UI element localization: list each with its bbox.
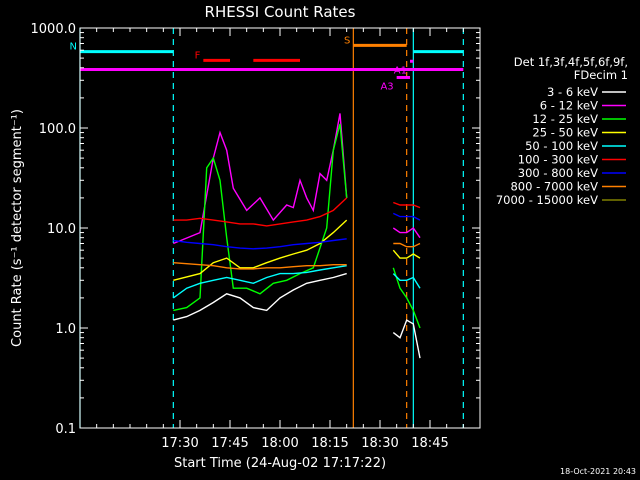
- y-axis-ticks: 0.1 1.0 10.0 100.0 1000.0: [31, 22, 480, 437]
- y-tick-label: 1.0: [55, 322, 76, 337]
- y-tick-label: 100.0: [39, 122, 76, 137]
- legend-entry-label: 25 - 50 keV: [532, 126, 598, 140]
- x-tick-label: 18:15: [311, 436, 348, 451]
- flag-label: A3: [380, 81, 393, 92]
- series-line: [173, 113, 348, 245]
- series-line: [173, 219, 348, 281]
- series-line: [393, 242, 421, 248]
- flag-label: N: [70, 42, 77, 53]
- x-tick-label: 17:45: [211, 436, 248, 451]
- series-line: [173, 123, 348, 312]
- legend-entry-label: 12 - 25 keV: [532, 112, 598, 126]
- chart-title: RHESSI Count Rates: [205, 3, 356, 21]
- series-line: [172, 265, 347, 299]
- y-axis-label: Count Rate (s⁻¹ detector segment⁻¹): [10, 109, 25, 347]
- x-axis-ticks: 17:30 17:45 18:00 18:15 18:30 18:45: [79, 28, 481, 451]
- flag-label: S: [344, 35, 350, 46]
- legend-entry-label: 7000 - 15000 keV: [496, 193, 598, 207]
- legend-entry-label: 50 - 100 keV: [525, 139, 598, 153]
- legend-entry-label: 3 - 6 keV: [547, 85, 598, 99]
- series-line: [173, 197, 348, 227]
- series-line: [173, 262, 347, 270]
- y-tick-label: 10.0: [47, 222, 76, 237]
- series-lines: [172, 113, 421, 359]
- series-line: [392, 227, 421, 239]
- x-tick-label: 18:45: [411, 436, 448, 451]
- x-tick-label: 18:30: [361, 436, 398, 451]
- legend-entry-label: 800 - 7000 keV: [510, 180, 598, 194]
- footer-timestamp: 18-Oct-2021 20:43: [560, 467, 636, 476]
- series-line: [392, 249, 421, 259]
- x-axis-label: Start Time (24-Aug-02 17:17:22): [174, 456, 386, 471]
- series-line: [392, 273, 421, 289]
- series-line: [392, 267, 421, 329]
- legend-entry-label: 100 - 300 keV: [518, 153, 598, 167]
- flag-label: F: [195, 50, 201, 61]
- legend-header: FDecim 1: [574, 68, 628, 82]
- flag-label: A1: [394, 65, 407, 76]
- series-line: [173, 238, 347, 250]
- x-tick-label: 18:00: [261, 436, 298, 451]
- legend-entry-label: 6 - 12 keV: [540, 99, 598, 113]
- y-tick-label: 0.1: [55, 422, 76, 437]
- series-line: [392, 319, 421, 359]
- x-tick-label: 17:30: [161, 436, 198, 451]
- series-line: [393, 201, 421, 209]
- series-line: [392, 212, 421, 221]
- y-tick-label: 1000.0: [31, 22, 77, 37]
- series-line: [173, 272, 347, 321]
- legend: Det 1f,3f,4f,5f,6f,9f,FDecim 1 3 - 6 keV6…: [496, 55, 628, 207]
- legend-entry-label: 300 - 800 keV: [518, 166, 598, 180]
- legend-header: Det 1f,3f,4f,5f,6f,9f,: [514, 55, 628, 69]
